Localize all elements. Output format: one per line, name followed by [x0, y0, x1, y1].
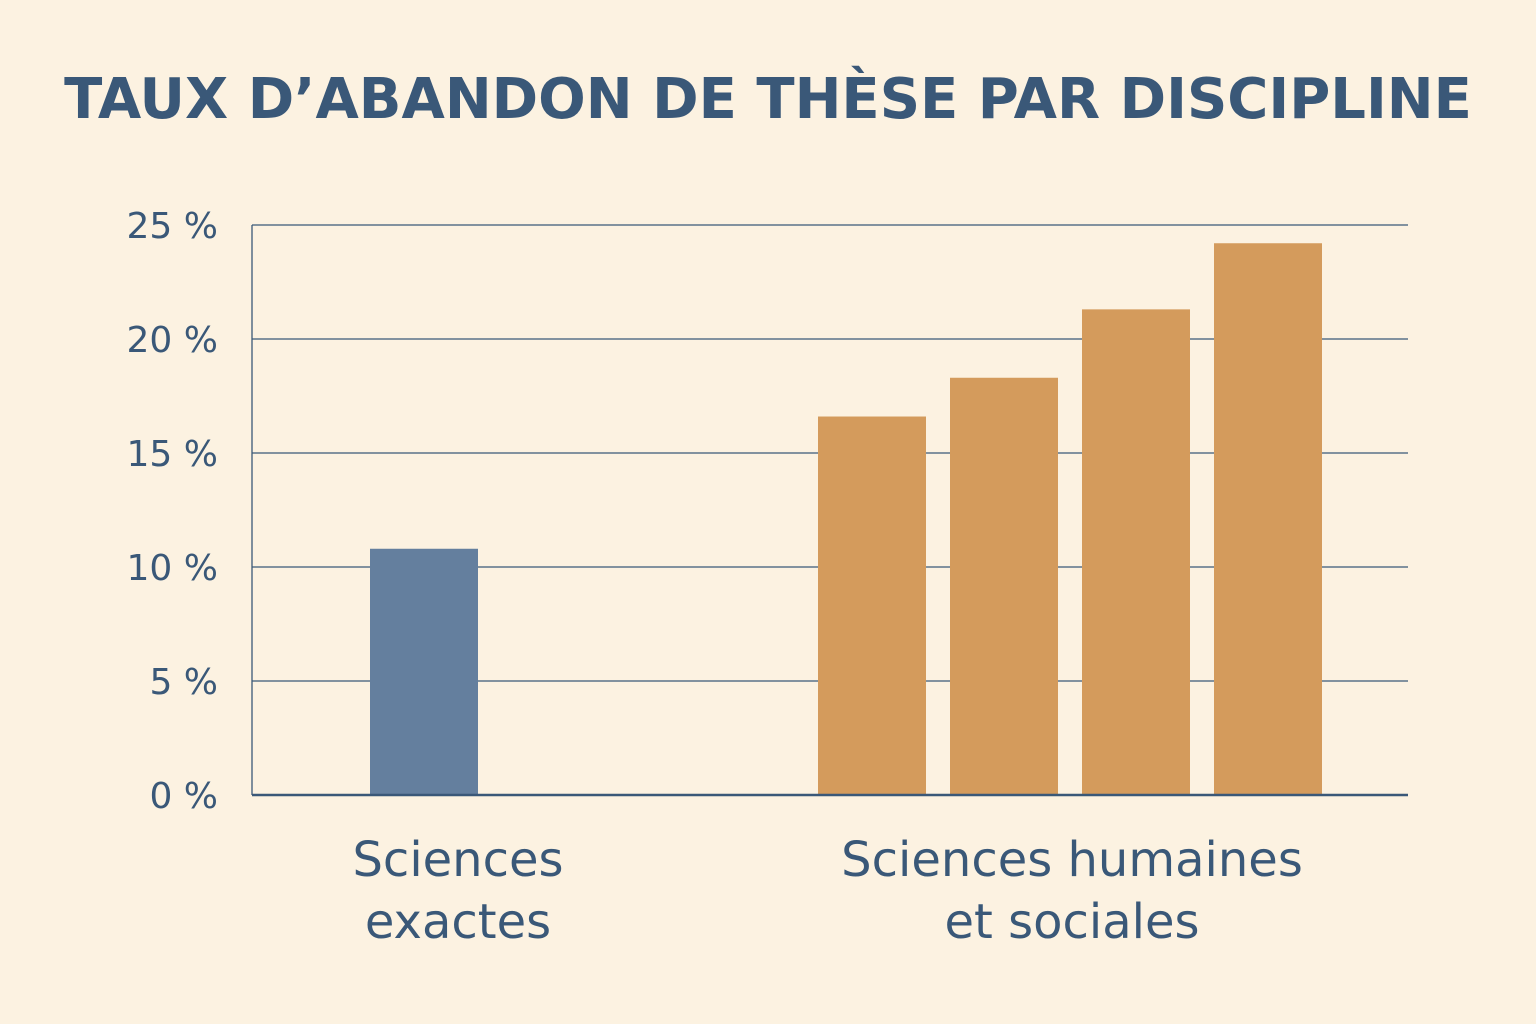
bar — [818, 416, 926, 795]
y-tick-label: 20 % — [127, 320, 218, 361]
category-label: et sociales — [945, 894, 1200, 950]
bar — [950, 377, 1058, 795]
bar — [1214, 243, 1322, 796]
y-tick-label: 0 % — [149, 776, 218, 817]
bar — [370, 548, 478, 795]
y-tick-label: 5 % — [149, 662, 218, 703]
category-label: exactes — [365, 894, 551, 950]
category-label: Sciences humaines — [841, 832, 1303, 888]
chart-title: TAUX D’ABANDON DE THÈSE PAR DISCIPLINE — [64, 67, 1472, 132]
bar — [1082, 309, 1190, 795]
y-tick-label: 10 % — [127, 548, 218, 589]
category-label: Sciences — [352, 832, 563, 888]
y-tick-label: 25 % — [127, 206, 218, 247]
y-tick-label: 15 % — [127, 434, 218, 475]
